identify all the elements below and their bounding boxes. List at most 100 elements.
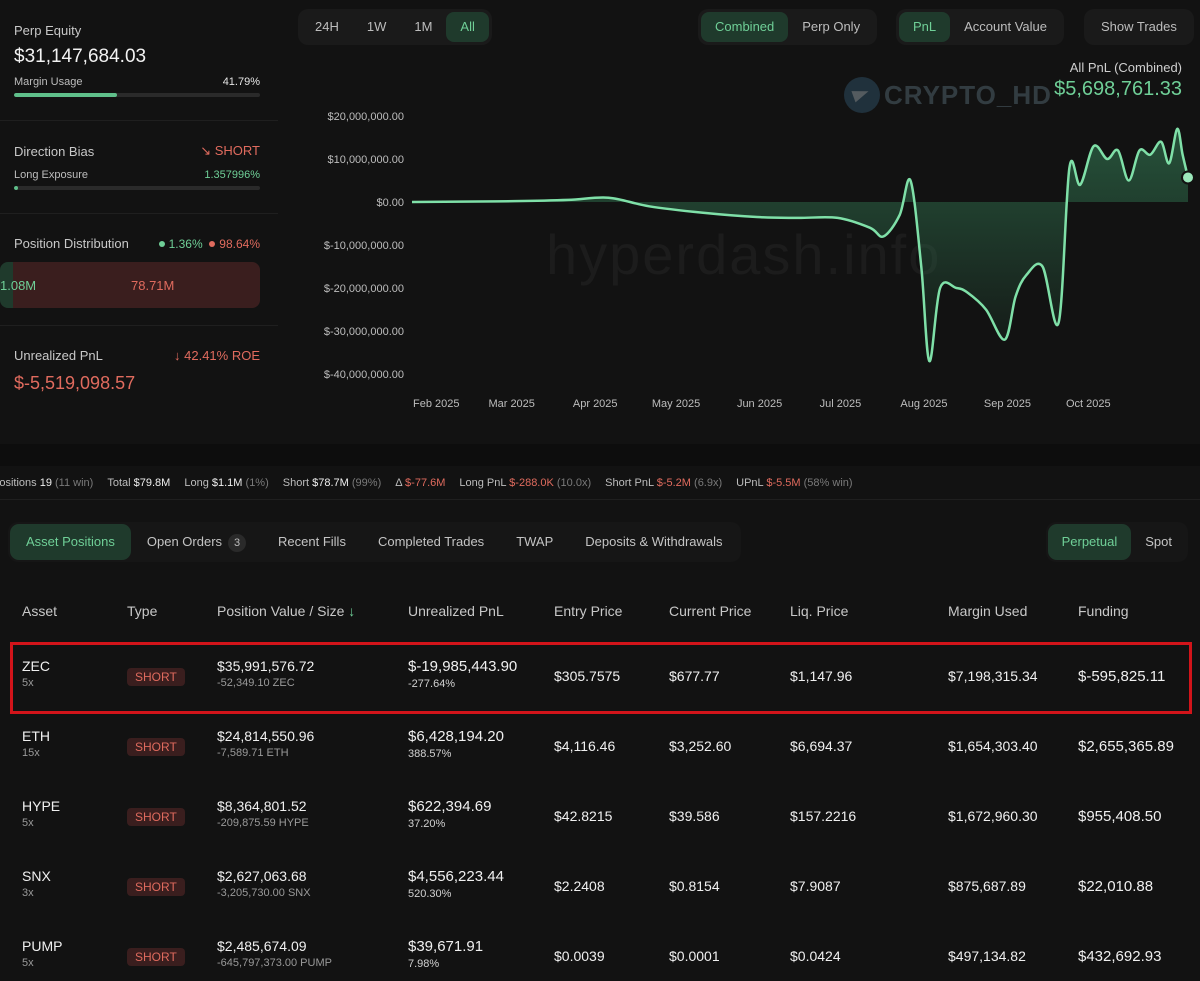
all-pnl-label: All PnL (Combined) xyxy=(1069,60,1182,75)
view-option-combined[interactable]: Combined xyxy=(701,12,789,42)
leverage: 5x xyxy=(22,677,34,689)
tab-perpetual[interactable]: Perpetual xyxy=(1047,524,1132,560)
tab-completed-trades[interactable]: Completed Trades xyxy=(377,534,485,549)
perp-equity-block: Perp Equity $31,147,684.03 Margin Usage … xyxy=(14,23,260,97)
long-exposure-value: 1.357996% xyxy=(204,169,260,181)
show-trades-wrap: Show Trades xyxy=(1084,9,1194,45)
table-row[interactable]: ETH 15x SHORT $24,814,550.96 -7,589.71 ETH… xyxy=(0,712,1200,782)
position-value-cell: $2,485,674.09 -645,797,373.00 PUMP xyxy=(217,938,332,969)
direction-bias-block: Direction Bias ↘ SHORT Long Exposure 1.3… xyxy=(14,143,260,190)
position-value-cell: $2,627,063.68 -3,205,730.00 SNX xyxy=(217,868,311,899)
all-pnl-value: $5,698,761.33 xyxy=(1054,78,1182,100)
tab-spot[interactable]: Spot xyxy=(1145,534,1172,549)
direction-bias-value: ↘ SHORT xyxy=(200,143,260,158)
col-position-value[interactable]: Position Value / Size ↓ xyxy=(217,603,356,619)
position-size: -7,589.71 ETH xyxy=(217,747,289,759)
table-row[interactable]: ZEC 5x SHORT $35,991,576.72 -52,349.10 ZEC… xyxy=(0,642,1200,714)
col-funding[interactable]: Funding xyxy=(1078,603,1129,619)
col-entry-price[interactable]: Entry Price xyxy=(554,603,623,619)
col-type[interactable]: Type xyxy=(127,603,158,619)
entry-price: $0.0039 xyxy=(554,948,605,964)
range-option-24h[interactable]: 24H xyxy=(315,19,339,34)
asset-symbol: ETH xyxy=(22,728,50,744)
asset-cell[interactable]: PUMP 5x xyxy=(22,938,62,969)
position-value-cell: $8,364,801.52 -209,875.59 HYPE xyxy=(217,798,309,829)
unrealized-pnl-cell: $4,556,223.44 520.30% xyxy=(408,868,504,900)
y-tick-label: $0.00 xyxy=(376,197,404,209)
unrealized-pnl-value: $-5,519,098.57 xyxy=(14,373,136,393)
position-size: -52,349.10 ZEC xyxy=(217,677,295,689)
unrealized-pnl: $-19,985,443.90 xyxy=(408,658,518,675)
unrealized-pnl-pct: -277.64% xyxy=(408,678,456,690)
tab-asset-positions[interactable]: Asset Positions xyxy=(10,524,131,560)
table-row[interactable]: SNX 3x SHORT $2,627,063.68 -3,205,730.00 S… xyxy=(0,852,1200,922)
asset-cell[interactable]: ETH 15x xyxy=(22,728,50,759)
divider xyxy=(0,120,278,121)
funding: $22,010.88 xyxy=(1078,878,1154,895)
asset-cell[interactable]: SNX 3x xyxy=(22,868,51,899)
metric-option-account-value[interactable]: Account Value xyxy=(964,19,1048,34)
x-tick-label: Sep 2025 xyxy=(984,398,1031,410)
tab-twap[interactable]: TWAP xyxy=(516,534,554,549)
stat-long-pnl: Long PnL $-288.0K (10.0x) xyxy=(459,476,592,489)
long-exposure-bar xyxy=(14,186,260,190)
range-option-1w[interactable]: 1W xyxy=(366,19,387,34)
margin-used: $1,654,303.40 xyxy=(948,738,1038,754)
position-value: $2,627,063.68 xyxy=(217,868,307,884)
metric-option-pnl[interactable]: PnL xyxy=(899,12,951,42)
margin-used: $7,198,315.34 xyxy=(948,668,1038,684)
unrealized-pnl-pct: 388.57% xyxy=(408,748,452,760)
stat-delta: Δ $-77.6M xyxy=(395,476,446,489)
entry-price: $2.2408 xyxy=(554,878,605,894)
table-row[interactable]: PUMP 5x SHORT $2,485,674.09 -645,797,373.0… xyxy=(0,922,1200,981)
asset-symbol: PUMP xyxy=(22,938,63,954)
col-asset[interactable]: Asset xyxy=(22,603,58,619)
position-value: $24,814,550.96 xyxy=(217,728,315,744)
pnl-current-point[interactable] xyxy=(1181,170,1195,185)
leverage: 5x xyxy=(22,817,34,829)
telegram-icon xyxy=(844,77,880,113)
x-tick-label: Oct 2025 xyxy=(1066,398,1111,410)
status-badge: SHORT xyxy=(127,738,185,756)
x-tick-label: Mar 2025 xyxy=(488,398,534,410)
status-badge: SHORT xyxy=(127,878,185,896)
position-size: -209,875.59 HYPE xyxy=(217,817,309,829)
entry-price: $42.8215 xyxy=(554,808,613,824)
site-watermark: hyperdash.info xyxy=(546,223,942,286)
stat-total: Total $79.8M xyxy=(107,476,171,489)
position-distribution-label: Position Distribution xyxy=(14,236,129,251)
sort-down-icon: ↓ xyxy=(348,603,356,619)
tab-recent-fills[interactable]: Recent Fills xyxy=(278,534,346,549)
col-liq-price[interactable]: Liq. Price xyxy=(790,603,849,619)
table-row[interactable]: HYPE 5x SHORT $8,364,801.52 -209,875.59 HY… xyxy=(0,782,1200,852)
current-price: $3,252.60 xyxy=(669,738,732,754)
tab-open-orders[interactable]: Open Orders 3 xyxy=(131,524,262,560)
col-current-price[interactable]: Current Price xyxy=(669,603,752,619)
col-unrealized-pnl[interactable]: Unrealized PnL xyxy=(408,603,504,619)
dist-long-value: 1.08M xyxy=(0,277,37,293)
range-selector: 24H 1W 1M All xyxy=(298,9,492,45)
y-tick-label: $10,000,000.00 xyxy=(328,154,404,166)
tab-deposits-withdrawals[interactable]: Deposits & Withdrawals xyxy=(585,534,723,549)
pnl-area-chart: $20,000,000.00 $10,000,000.00 $0.00 $-10,00… xyxy=(324,111,1195,410)
status-badge: SHORT xyxy=(127,808,185,826)
asset-cell[interactable]: ZEC 5x xyxy=(22,658,50,689)
asset-cell[interactable]: HYPE 5x xyxy=(22,798,60,829)
table-body: ZEC 5x SHORT $35,991,576.72 -52,349.10 ZEC… xyxy=(0,642,1200,981)
unrealized-pnl: $6,428,194.20 xyxy=(408,728,504,745)
col-margin-used[interactable]: Margin Used xyxy=(948,603,1028,619)
account-summary-panel: Perp Equity $31,147,684.03 Margin Usage … xyxy=(0,0,278,420)
direction-bias-label: Direction Bias xyxy=(14,143,95,159)
show-trades-button[interactable]: Show Trades xyxy=(1101,19,1177,34)
range-option-all[interactable]: All xyxy=(446,12,489,42)
view-option-perp-only[interactable]: Perp Only xyxy=(802,19,861,34)
position-value-cell: $24,814,550.96 -7,589.71 ETH xyxy=(217,728,314,759)
unrealized-pnl: $622,394.69 xyxy=(408,798,492,815)
pnl-chart-panel: 24H 1W 1M All Combined Perp Only PnL Account … xyxy=(278,0,1200,445)
range-option-1m[interactable]: 1M xyxy=(414,19,433,34)
arrow-down-icon: ↓ xyxy=(174,348,181,363)
funding: $2,655,365.89 xyxy=(1078,738,1174,755)
margin-used: $1,672,960.30 xyxy=(948,808,1038,824)
open-orders-count-badge: 3 xyxy=(228,534,247,552)
margin-usage-fill xyxy=(14,93,117,97)
